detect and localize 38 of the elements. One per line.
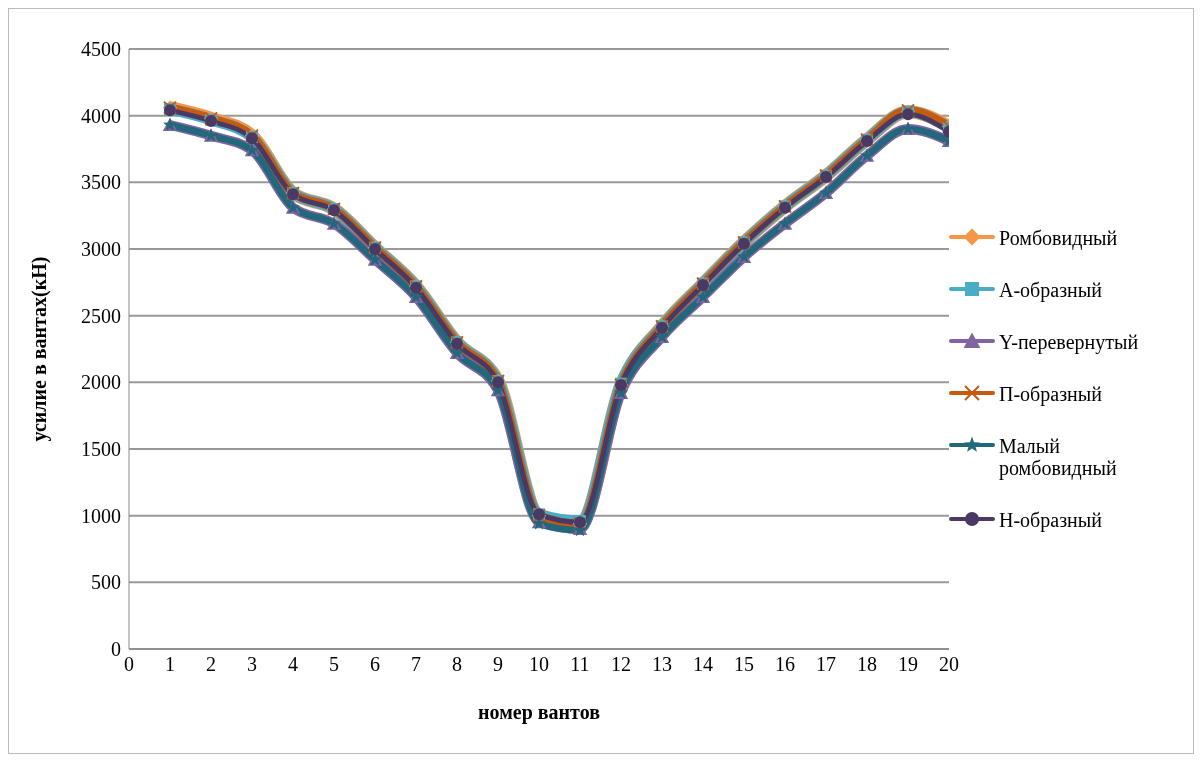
x-axis-title: номер вантов <box>478 701 601 724</box>
y-tick-label: 0 <box>111 638 121 661</box>
y-tick-label: 1500 <box>81 438 121 461</box>
y-tick-label: 2000 <box>81 371 121 394</box>
x-tick-label: 4 <box>288 653 298 676</box>
x-tick-label: 13 <box>652 653 672 676</box>
legend-label: Ромбовидный <box>999 227 1118 249</box>
x-tick-label: 20 <box>939 653 959 676</box>
y-tick-label: 2500 <box>81 304 121 327</box>
x-tick-label: 1 <box>165 653 175 676</box>
y-tick-label: 3500 <box>81 171 121 194</box>
x-tick-label: 12 <box>611 653 631 676</box>
x-tick-label: 7 <box>411 653 421 676</box>
x-tick-label: 3 <box>247 653 257 676</box>
x-tick-label: 18 <box>857 653 877 676</box>
y-tick-label: 4000 <box>81 104 121 127</box>
x-tick-label: 8 <box>452 653 462 676</box>
y-tick-label: 1000 <box>81 504 121 527</box>
legend-label: Н-образный <box>999 509 1102 531</box>
x-tick-label: 10 <box>529 653 549 676</box>
x-tick-label: 14 <box>693 653 713 676</box>
x-tick-label: 5 <box>329 653 339 676</box>
legend-label: А-образный <box>999 279 1102 301</box>
legend-label: Малый ромбовидный <box>999 435 1118 479</box>
x-tick-label: 16 <box>775 653 795 676</box>
x-tick-label: 17 <box>816 653 836 676</box>
y-tick-label: 500 <box>91 571 121 594</box>
legend-label: П-образный <box>999 383 1102 405</box>
y-tick-label: 3000 <box>81 238 121 261</box>
x-tick-label: 19 <box>898 653 918 676</box>
y-tick-label: 4500 <box>81 38 121 61</box>
x-tick-label: 9 <box>493 653 503 676</box>
x-tick-label: 15 <box>734 653 754 676</box>
x-tick-label: 6 <box>370 653 380 676</box>
y-axis-title: усилие в вантах(кН) <box>28 256 52 442</box>
legend-label: Y-перевернутый <box>999 331 1139 353</box>
x-tick-label: 11 <box>570 653 590 676</box>
x-tick-label: 2 <box>206 653 216 676</box>
